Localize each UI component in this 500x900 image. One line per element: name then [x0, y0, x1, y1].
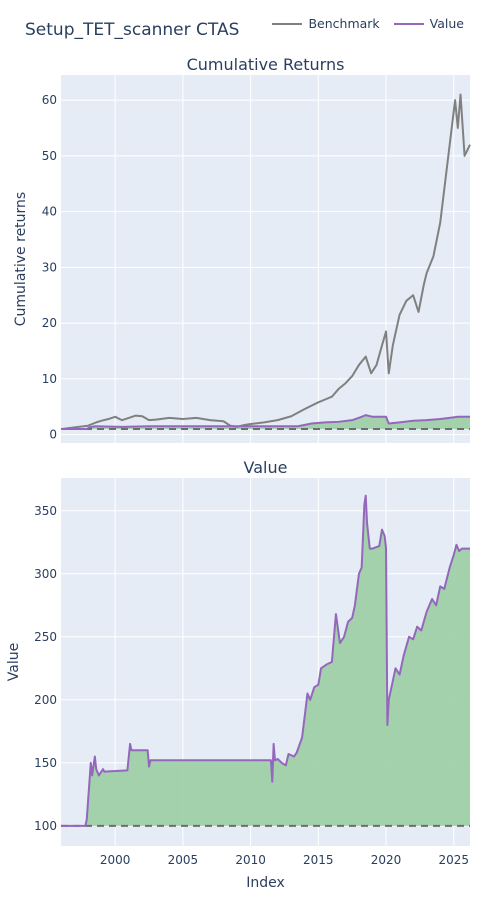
plot-background — [61, 75, 470, 443]
value-fill-area — [61, 415, 470, 430]
legend[interactable]: Benchmark Value — [272, 16, 464, 31]
legend-label-benchmark: Benchmark — [308, 16, 380, 31]
figure-title: Setup_TET_scanner CTAS — [25, 20, 240, 40]
x-tick-label: 2010 — [235, 853, 266, 867]
legend-item-value[interactable]: Value — [393, 16, 464, 31]
x-tick-label: 2015 — [303, 853, 334, 867]
subplot-2: 100 150 200 250 300 350 2000 2005 2010 2015 2020 20… — [6, 458, 470, 891]
y-tick-label: 0 — [49, 428, 57, 442]
x-axis-title: Index — [246, 875, 285, 891]
x-tick-label: 2000 — [100, 853, 131, 867]
legend-swatch-benchmark — [272, 22, 303, 25]
y-axis-title: Value — [6, 643, 22, 681]
y-tick-label: 40 — [42, 205, 57, 219]
y-tick-label: 100 — [34, 819, 57, 833]
y-tick-label: 300 — [34, 567, 57, 581]
x-tick-label: 2025 — [438, 853, 469, 867]
subplot-title: Value — [244, 458, 288, 477]
y-tick-label: 350 — [34, 504, 57, 518]
y-tick-label: 150 — [34, 756, 57, 770]
y-tick-label: 250 — [34, 630, 57, 644]
y-tick-label: 60 — [42, 93, 57, 107]
y-tick-label: 30 — [42, 260, 57, 274]
series-line-value — [61, 494, 470, 827]
subplot-title: Cumulative Returns — [187, 55, 345, 74]
value-fill-area — [61, 495, 470, 826]
y-tick-label: 200 — [34, 693, 57, 707]
y-tick-label: 50 — [42, 149, 57, 163]
legend-item-benchmark[interactable]: Benchmark — [272, 16, 380, 31]
x-tick-label: 2020 — [371, 853, 402, 867]
y-tick-label: 10 — [42, 372, 57, 386]
y-axis-title: Cumulative returns — [13, 192, 29, 326]
legend-swatch-value — [393, 22, 424, 25]
legend-label-value: Value — [429, 16, 464, 31]
x-tick-label: 2005 — [168, 853, 199, 867]
y-tick-label: 20 — [42, 316, 57, 330]
subplot-1: 0 10 20 30 40 50 60 Cumulative Returns Cumulativ… — [13, 55, 471, 443]
series-line-value — [61, 414, 470, 431]
series-line-benchmark — [60, 93, 471, 431]
